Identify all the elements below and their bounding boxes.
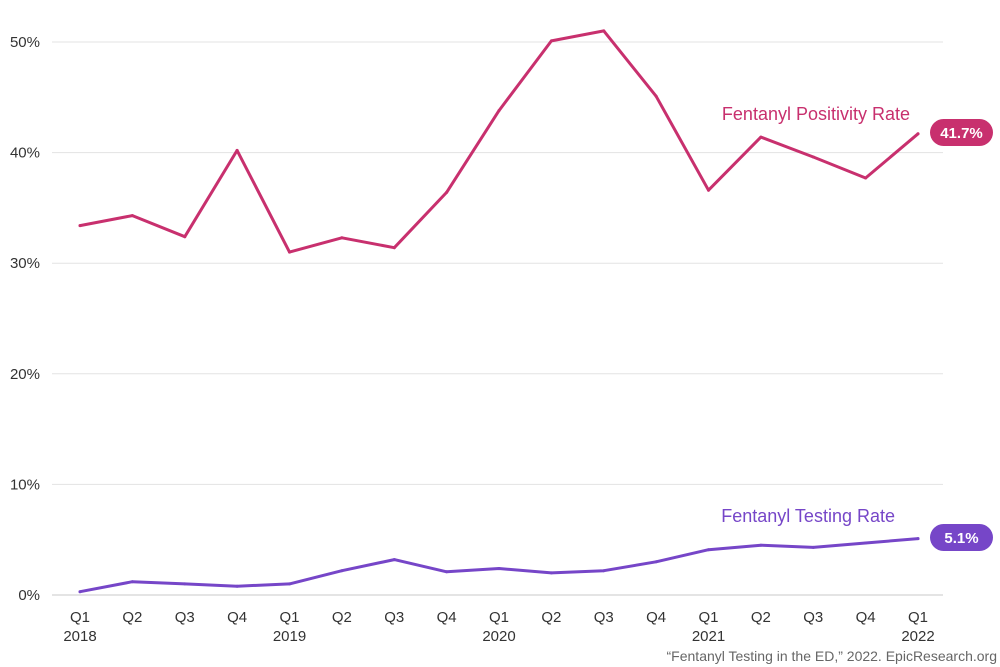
positivity-point [445, 190, 449, 194]
testing-point [392, 558, 396, 562]
positivity-point [759, 135, 763, 139]
x-tick-label-quarter: Q2 [751, 609, 771, 626]
testing-point [707, 548, 710, 552]
end-label-testing-bg [930, 524, 993, 551]
positivity-point [130, 214, 134, 218]
testing-point [759, 543, 763, 547]
x-tick-label-year: 2020 [482, 628, 515, 645]
testing-point [340, 569, 344, 573]
positivity-point [235, 148, 239, 152]
positivity-point [602, 29, 606, 33]
positivity-point [288, 250, 291, 254]
series-label-testing: Fentanyl Testing Rate [721, 506, 895, 526]
testing-point [811, 545, 815, 549]
positivity-point [392, 246, 396, 250]
x-tick-label-quarter: Q4 [646, 609, 666, 626]
series-label-positivity: Fentanyl Positivity Rate [722, 104, 910, 124]
source-caption: “Fentanyl Testing in the ED,” 2022. Epic… [667, 648, 997, 664]
end-label-positivity: 41.7% [940, 125, 983, 142]
positivity-point [864, 176, 868, 180]
testing-point [916, 537, 920, 541]
positivity-point [497, 109, 501, 113]
positivity-point [916, 132, 920, 136]
x-tick-label-quarter: Q2 [122, 609, 142, 626]
testing-point [654, 560, 658, 564]
testing-point [288, 582, 291, 586]
x-tick-label-quarter: Q3 [175, 609, 195, 626]
testing-point [864, 541, 868, 545]
x-tick-label-quarter: Q2 [541, 609, 561, 626]
positivity-point [811, 155, 815, 159]
gridlines [52, 41, 943, 596]
x-tick-label-quarter: Q3 [803, 609, 823, 626]
x-tick-label-quarter: Q4 [856, 609, 876, 626]
x-tick-label-quarter: Q4 [437, 609, 457, 626]
x-tick-label-quarter: Q1 [908, 609, 928, 626]
positivity-point [654, 94, 658, 98]
y-tick-label: 50% [10, 34, 40, 51]
x-tick-label-quarter: Q1 [698, 609, 718, 626]
x-tick-label-quarter: Q3 [384, 609, 404, 626]
testing-point [130, 580, 134, 584]
x-tick-label-year: 2018 [63, 628, 96, 645]
y-tick-label: 20% [10, 366, 40, 383]
testing-point [602, 569, 606, 573]
end-label-positivity-bg [930, 119, 993, 146]
testing-point [445, 570, 449, 574]
series-line-testing [78, 537, 920, 594]
positivity-point [707, 188, 710, 192]
end-label-positivity-badge: 41.7% [930, 119, 993, 146]
series-lines [78, 29, 920, 594]
x-tick-label-quarter: Q4 [227, 609, 247, 626]
testing-point [235, 584, 239, 588]
y-tick-label: 40% [10, 145, 40, 162]
x-tick-label-quarter: Q1 [279, 609, 299, 626]
testing-point [549, 571, 553, 575]
y-tick-label: 0% [18, 587, 40, 604]
y-tick-label: 30% [10, 255, 40, 272]
positivity-point [183, 235, 187, 239]
testing-point [78, 590, 82, 594]
testing-point [497, 567, 501, 570]
testing-point [183, 582, 187, 586]
x-tick-label-quarter: Q3 [594, 609, 614, 626]
positivity-point [78, 224, 82, 228]
x-tick-label-year: 2022 [901, 628, 934, 645]
positivity-point [549, 39, 553, 43]
x-tick-label-quarter: Q2 [332, 609, 352, 626]
x-tick-label-quarter: Q1 [70, 609, 90, 626]
x-tick-label-quarter: Q1 [489, 609, 509, 626]
x-tick-label-year: 2021 [692, 628, 725, 645]
series-line-positivity [78, 29, 920, 254]
y-tick-label: 10% [10, 476, 40, 493]
end-label-testing-badge: 5.1% [930, 524, 993, 551]
x-axis-ticks: Q1 2018 Q2 Q3 Q4 Q1 2019 Q2 Q3 Q4 Q1 2020 Q2 Q3 Q4 Q1 20… [63, 609, 934, 645]
x-tick-label-year: 2019 [273, 628, 306, 645]
end-label-testing: 5.1% [944, 530, 978, 547]
y-axis-ticks: 0% 10% 20% 30% 40% 50% [10, 34, 40, 604]
positivity-point [340, 236, 344, 240]
